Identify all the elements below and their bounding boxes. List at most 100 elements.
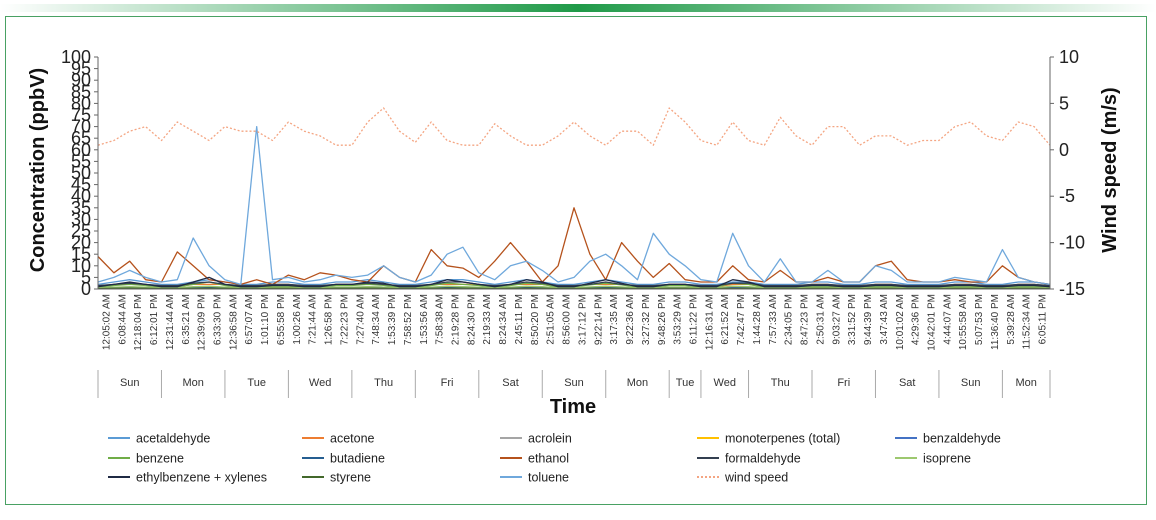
series-line-ethanol	[97, 207, 1051, 286]
legend-label: acrolein	[528, 432, 572, 446]
day-label: Sat	[899, 377, 916, 389]
legend-label: benzaldehyde	[923, 432, 1001, 446]
figure-frame	[5, 16, 1147, 505]
legend-label: wind speed	[724, 471, 788, 485]
series-line-toluene	[97, 125, 1051, 286]
day-label: Mon	[1015, 377, 1036, 389]
x-tick-label: 8:47:23 PM	[800, 294, 811, 345]
y-tick-label-left: 10	[71, 256, 91, 276]
x-tick-label: 4:44:07 AM	[942, 294, 953, 345]
x-tick-label: 10:42:01 PM	[927, 294, 938, 351]
x-tick-label: 5:07:53 PM	[974, 294, 985, 345]
x-tick-label: 11:36:40 PM	[990, 294, 1001, 350]
y-tick-label-right: 5	[1059, 93, 1069, 113]
x-tick-label: 1:01:10 PM	[260, 294, 271, 345]
x-tick-label: 11:52:34 AM	[1022, 294, 1033, 349]
x-tick-label: 10:01:02 AM	[895, 294, 906, 350]
day-label: Sun	[120, 377, 140, 389]
x-tick-label: 3:17:12 PM	[577, 294, 588, 345]
x-tick-label: 2:50:31 AM	[815, 294, 826, 345]
y-tick-label-left: 25	[71, 221, 91, 241]
legend-label: benzene	[136, 452, 184, 466]
series-layer	[97, 107, 1051, 290]
series-line-acetaldehyde	[97, 279, 1051, 286]
y-tick-label-left: 100	[61, 47, 91, 67]
series-line-isoprene	[97, 285, 1051, 289]
y-tick-label-right: -10	[1059, 233, 1085, 253]
x-tick-label: 7:21:44 AM	[308, 294, 319, 345]
x-tick-label: 9:03:27 AM	[831, 294, 842, 345]
day-label: Tue	[676, 377, 695, 389]
x-tick-label: 12:05:02 AM	[101, 294, 112, 350]
x-tick-label: 6:57:07 AM	[244, 294, 255, 345]
y-axis-label-left: Concentration (ppbV)	[27, 68, 49, 272]
day-label: Tue	[247, 377, 266, 389]
x-tick-label: 4:29:36 PM	[911, 294, 922, 345]
x-tick-label: 1:26:58 PM	[324, 294, 335, 345]
x-tick-label: 10:55:58 AM	[958, 294, 969, 350]
x-tick-label: 9:22:14 PM	[593, 294, 604, 345]
y-tick-label-left: 95	[71, 59, 91, 79]
x-tick-label: 5:39:28 AM	[1006, 294, 1017, 345]
legend-label: acetaldehyde	[136, 432, 210, 446]
y-tick-label-left: 35	[71, 198, 91, 218]
day-label: Thu	[374, 377, 393, 389]
y-tick-label-left: 30	[71, 209, 91, 229]
x-tick-label: 2:19:28 PM	[451, 294, 462, 345]
x-tick-label: 3:27:32 PM	[641, 294, 652, 345]
y-tick-label-left: 75	[71, 105, 91, 125]
x-tick-label: 2:45:11 PM	[514, 294, 525, 344]
y-tick-label-right: 10	[1059, 47, 1079, 67]
y-tick-label-left: 70	[71, 117, 91, 137]
day-label: Wed	[309, 377, 331, 389]
x-tick-label: 6:11:22 PM	[689, 294, 700, 344]
x-tick-label: 12:39:09 PM	[197, 294, 208, 351]
y-tick-label-left: 55	[71, 151, 91, 171]
series-line-ethylbenzene-xylenes	[97, 276, 1051, 288]
day-label: Fri	[837, 377, 850, 389]
x-tick-label: 8:24:34 AM	[498, 294, 509, 345]
x-tick-label: 6:35:21 AM	[181, 294, 192, 345]
x-tick-label: 12:16:31 AM	[704, 294, 715, 350]
x-tick-label: 9:48:26 PM	[657, 294, 668, 345]
x-tick-label: 7:58:52 PM	[403, 294, 414, 345]
series-line-wind-speed	[97, 107, 1051, 146]
legend: acetaldehyde acetone acrolein monoterpenes …	[108, 432, 1001, 485]
y-tick-label-left: 65	[71, 128, 91, 148]
axes: 0510152025303540455055606570758085909510…	[61, 47, 1085, 398]
day-label: Mon	[182, 377, 203, 389]
x-tick-label: 3:53:29 AM	[673, 294, 684, 345]
y-tick-label-left: 40	[71, 186, 91, 206]
legend-label: ethanol	[528, 452, 569, 466]
x-tick-label: 6:33:30 PM	[213, 294, 224, 345]
day-label: Sun	[564, 377, 584, 389]
x-tick-label: 2:19:33 AM	[482, 294, 493, 345]
x-tick-label: 9:22:36 AM	[625, 294, 636, 345]
legend-label: styrene	[330, 471, 371, 485]
x-tick-label: 12:36:58 AM	[228, 294, 239, 350]
legend-label: monoterpenes (total)	[725, 432, 840, 446]
y-tick-label-left: 20	[71, 233, 91, 253]
x-tick-label: 8:24:30 PM	[466, 294, 477, 345]
x-tick-label: 9:44:39 PM	[863, 294, 874, 345]
x-tick-label: 3:31:52 PM	[847, 294, 858, 345]
y-tick-label-left: 85	[71, 82, 91, 102]
y-tick-label-left: 80	[71, 93, 91, 113]
x-tick-label: 7:42:47 PM	[736, 294, 747, 345]
x-tick-label: 3:17:35 AM	[609, 294, 620, 345]
x-tick-label: 7:48:34 AM	[371, 294, 382, 345]
series-line-formaldehyde	[97, 281, 1051, 287]
x-tick-label: 1:44:28 AM	[752, 294, 763, 345]
legend-label: butadiene	[330, 452, 385, 466]
y-tick-label-right: -15	[1059, 279, 1085, 299]
x-axis-label: Time	[550, 396, 596, 418]
day-label: Wed	[714, 377, 736, 389]
x-tick-label: 7:58:38 AM	[435, 294, 446, 345]
y-tick-label-left: 15	[71, 244, 91, 264]
x-tick-label: 7:22:23 PM	[339, 294, 350, 345]
legend-label: isoprene	[923, 452, 971, 466]
y-tick-label-left: 5	[81, 267, 91, 287]
y-tick-label-right: -5	[1059, 186, 1075, 206]
day-label: Sat	[502, 377, 519, 389]
